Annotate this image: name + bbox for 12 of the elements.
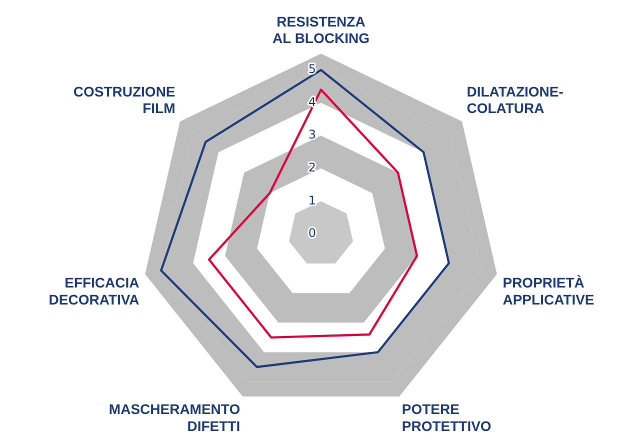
y-tick-label: 1 xyxy=(308,193,316,208)
spoke-label: PROPRIETÀ APPLICATIVE xyxy=(502,274,594,308)
spoke-label: COSTRUZIONE FILM xyxy=(73,83,176,116)
spoke-label: RESISTENZA AL BLOCKING xyxy=(272,13,370,46)
spoke-label: POTERE PROTETTIVO xyxy=(402,401,492,434)
y-tick-label: 3 xyxy=(308,128,316,142)
spoke-label: EFFICACIA DECORATIVA xyxy=(48,274,140,308)
y-tick-label: 0 xyxy=(308,226,316,240)
y-tick-label: 2 xyxy=(308,160,316,175)
spoke-label: MASCHERAMENTO DIFETTI xyxy=(108,401,240,434)
y-tick-label: 5 xyxy=(308,62,316,76)
spoke-label: DILATAZIONE- COLATURA xyxy=(466,83,564,116)
